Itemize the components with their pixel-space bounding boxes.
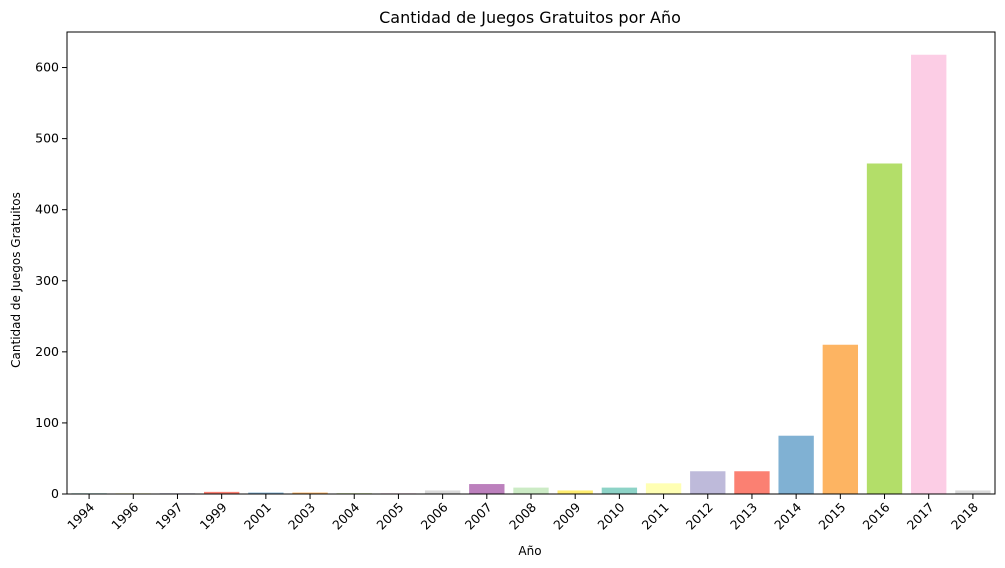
x-tick-label: 2006 xyxy=(418,499,451,532)
y-tick-label: 0 xyxy=(51,486,59,501)
bar-2010 xyxy=(601,487,638,494)
x-tick-label: 2015 xyxy=(815,500,848,533)
x-tick-label: 2018 xyxy=(948,499,981,532)
bar-2011 xyxy=(645,483,682,494)
x-tick-label: 2011 xyxy=(639,500,672,533)
x-tick-label: 2010 xyxy=(594,499,627,532)
y-tick-label: 200 xyxy=(35,344,59,359)
plot-frame xyxy=(66,31,996,495)
bar-2006 xyxy=(424,490,461,494)
bar-2013 xyxy=(734,471,770,494)
bar-2012 xyxy=(690,471,726,494)
x-tick-label: 2009 xyxy=(550,499,583,532)
x-tick-label: 2014 xyxy=(771,499,804,532)
x-tick-label: 2003 xyxy=(285,500,318,533)
x-axis-label: Año xyxy=(518,544,541,558)
x-tick-label: 1996 xyxy=(108,499,141,532)
y-tick-label: 300 xyxy=(35,273,59,288)
x-tick-label: 2005 xyxy=(373,500,406,533)
y-tick-label: 400 xyxy=(35,202,59,217)
bar-2008 xyxy=(513,487,549,494)
bar-2014 xyxy=(778,435,814,494)
x-tick-label: 1997 xyxy=(152,500,185,533)
bar-2017 xyxy=(911,54,947,494)
x-tick-label: 2012 xyxy=(683,500,716,533)
plot-area: 0 100 200 300 400 500 600 1994 1996 1997 1999 2001 2… xyxy=(35,31,996,533)
bar-2009 xyxy=(557,490,593,494)
chart-title: Cantidad de Juegos Gratuitos por Año xyxy=(379,8,681,27)
y-tick-label: 100 xyxy=(35,415,59,430)
x-tick-label: 2001 xyxy=(241,500,274,533)
bar-2016 xyxy=(866,163,903,494)
x-tick-label: 2007 xyxy=(462,500,495,533)
bar-2003 xyxy=(292,492,328,494)
y-tick-label: 500 xyxy=(35,131,59,146)
y-axis-label: Cantidad de Juegos Gratuitos xyxy=(9,192,23,368)
bar-2001 xyxy=(248,492,284,494)
y-tick-label: 600 xyxy=(35,60,59,75)
bar-2007 xyxy=(469,484,505,494)
x-tick-label: 2017 xyxy=(904,500,937,533)
bar-1999 xyxy=(203,491,240,494)
bar-2015 xyxy=(822,344,859,494)
x-tick-label: 2004 xyxy=(329,499,362,532)
x-tick-label: 1999 xyxy=(197,499,230,532)
x-tick-label: 2008 xyxy=(506,499,539,532)
x-tick-label: 2013 xyxy=(727,500,760,533)
x-tick-label: 1994 xyxy=(64,499,97,532)
bar-2018 xyxy=(955,490,991,494)
x-tick-label: 2016 xyxy=(860,499,893,532)
